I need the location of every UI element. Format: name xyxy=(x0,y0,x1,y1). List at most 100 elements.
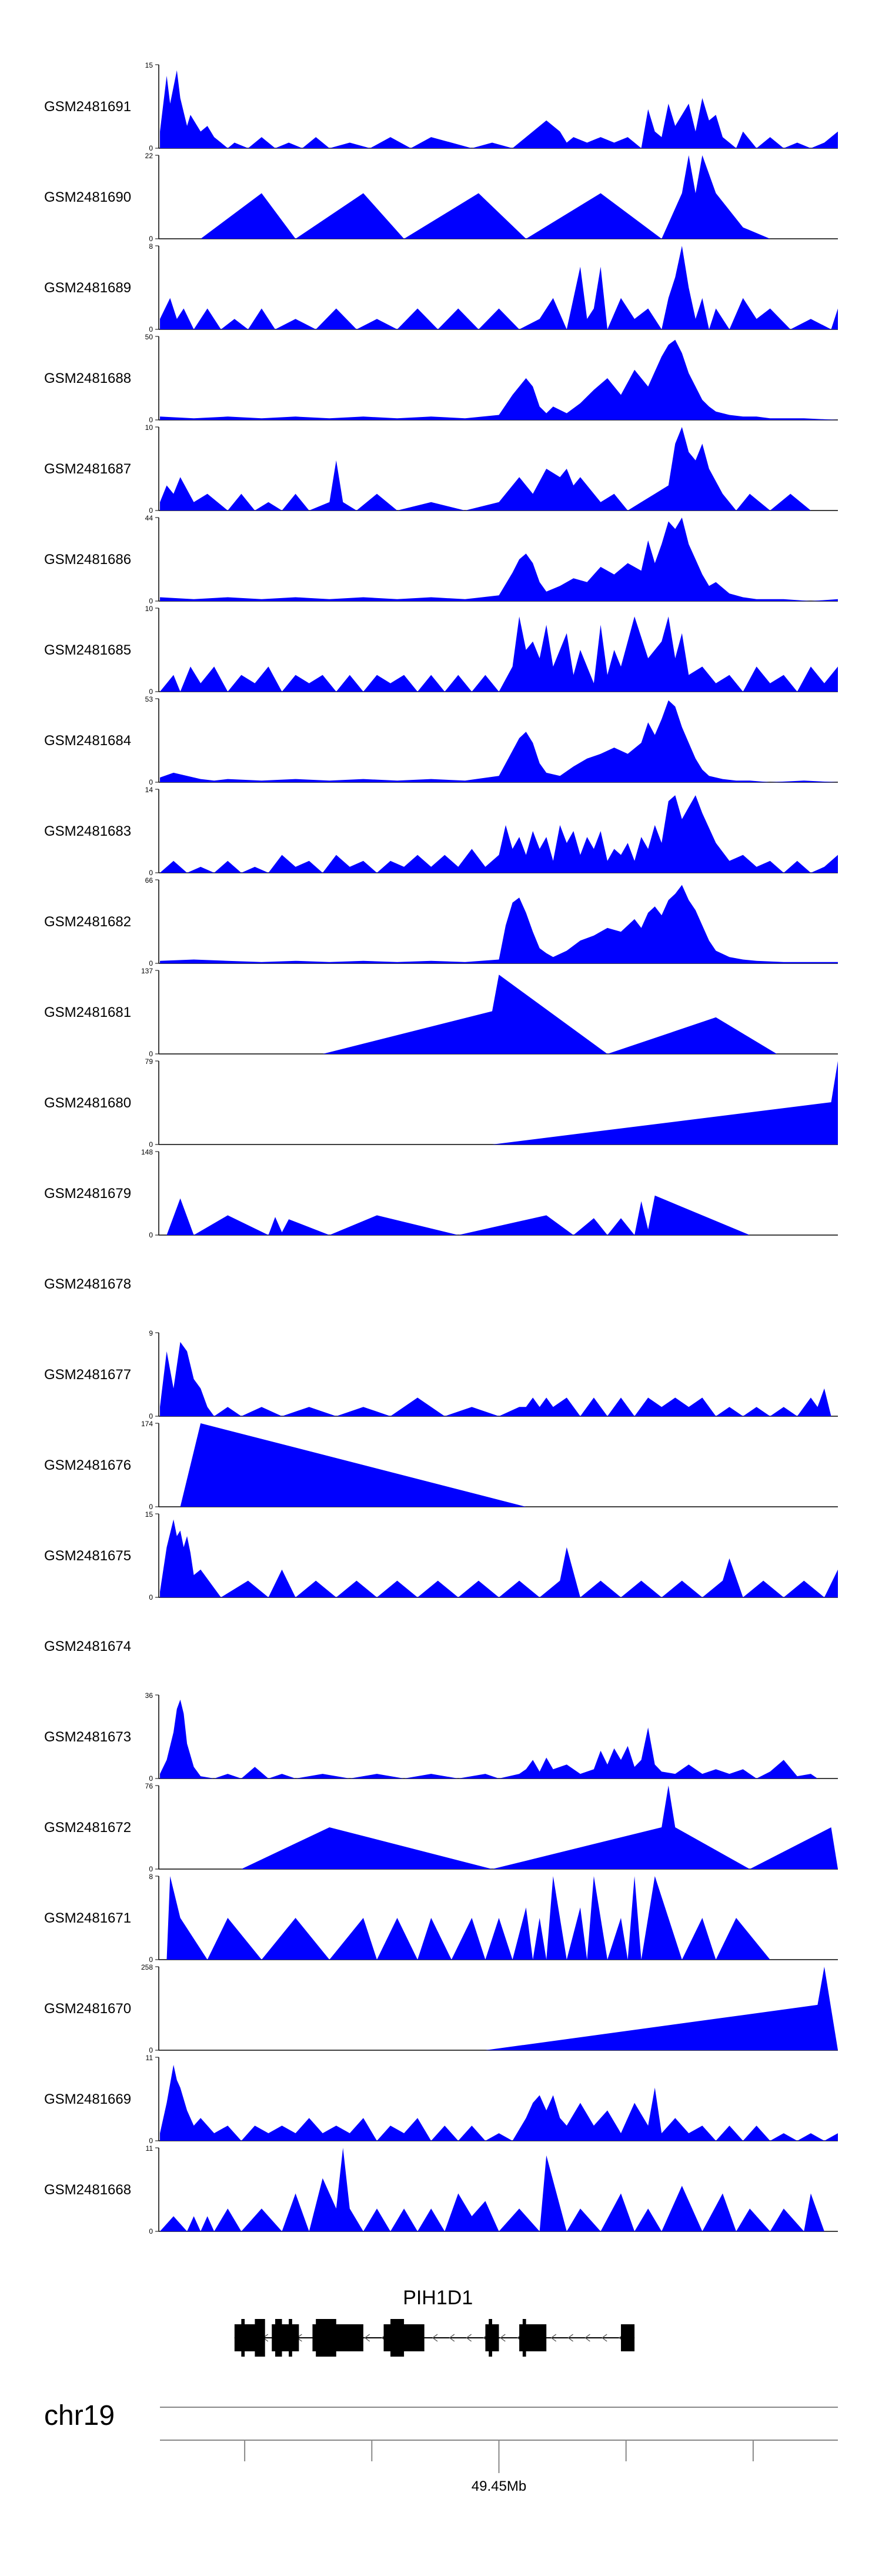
y-max-label: 22 xyxy=(145,152,153,160)
track-label: GSM2481670 xyxy=(44,2001,131,2017)
exon-block xyxy=(241,2319,245,2357)
signal-area xyxy=(160,1423,838,1507)
track-GSM2481674: GSM2481674 xyxy=(44,1639,131,1654)
y-min-label: 0 xyxy=(149,2227,153,2235)
exon-block xyxy=(621,2324,635,2351)
y-min-label: 0 xyxy=(149,1050,153,1058)
strand-arrow xyxy=(364,2334,370,2342)
exon-block xyxy=(255,2319,265,2357)
signal-area xyxy=(160,1061,838,1144)
signal-tracks: GSM2481691150GSM2481690220GSM248168980GS… xyxy=(44,61,838,2235)
track-GSM2481668: GSM2481668 11 0 xyxy=(44,2144,838,2235)
y-max-label: 11 xyxy=(146,2144,153,2153)
strand-arrow xyxy=(432,2334,438,2342)
chromosome-axis: chr19 49.45Mb xyxy=(44,2400,838,2494)
y-max-label: 137 xyxy=(141,967,153,975)
y-max-label: 53 xyxy=(145,695,153,703)
signal-area xyxy=(160,1786,838,1869)
y-min-label: 0 xyxy=(149,1231,153,1239)
y-max-label: 79 xyxy=(145,1057,153,1066)
signal-area xyxy=(160,1342,831,1416)
y-max-label: 76 xyxy=(145,1782,153,1790)
track-GSM2481672: GSM2481672 76 0 xyxy=(44,1782,838,1873)
y-max-label: 258 xyxy=(141,1963,153,1971)
track-label: GSM2481687 xyxy=(44,461,131,477)
track-GSM2481681: GSM2481681 137 0 xyxy=(44,967,838,1058)
track-GSM2481671: GSM2481671 8 0 xyxy=(44,1873,838,1964)
y-max-label: 9 xyxy=(149,1329,153,1337)
track-GSM2481682: GSM2481682 66 0 xyxy=(44,876,838,967)
track-GSM2481673: GSM2481673 36 0 xyxy=(44,1691,838,1783)
track-GSM2481675: GSM2481675 15 0 xyxy=(44,1510,838,1601)
y-min-label: 0 xyxy=(149,1140,153,1149)
track-label: GSM2481671 xyxy=(44,1910,131,1926)
track-label: GSM2481669 xyxy=(44,2091,131,2107)
y-min-label: 0 xyxy=(149,869,153,877)
track-GSM2481686: GSM2481686 44 0 xyxy=(44,514,838,605)
signal-area xyxy=(160,1699,818,1778)
track-GSM2481690: GSM2481690 22 0 xyxy=(44,152,838,243)
signal-area xyxy=(160,70,838,148)
signal-area xyxy=(160,700,838,782)
track-label: GSM2481684 xyxy=(44,733,131,749)
track-label: GSM2481674 xyxy=(44,1639,131,1654)
signal-area xyxy=(160,616,838,692)
track-label: GSM2481677 xyxy=(44,1367,131,1383)
strand-arrow xyxy=(584,2334,590,2342)
signal-area xyxy=(160,795,838,873)
y-min-label: 0 xyxy=(149,1593,153,1601)
strand-arrow xyxy=(550,2334,557,2342)
axis-tick-label: 49.45Mb xyxy=(472,2478,526,2494)
y-max-label: 8 xyxy=(149,1873,153,1881)
track-label: GSM2481688 xyxy=(44,371,131,386)
track-label: GSM2481683 xyxy=(44,823,131,839)
track-label: GSM2481672 xyxy=(44,1820,131,1836)
exon-block xyxy=(522,2319,526,2357)
y-max-label: 14 xyxy=(145,786,153,794)
track-label: GSM2481686 xyxy=(44,552,131,568)
signal-area xyxy=(160,975,838,1054)
y-min-label: 0 xyxy=(149,597,153,605)
gene-label-pih1d1: PIH1D1 xyxy=(403,2287,473,2309)
signal-area xyxy=(160,155,770,239)
y-max-label: 8 xyxy=(149,242,153,251)
y-max-label: 44 xyxy=(145,514,153,522)
y-max-label: 50 xyxy=(145,333,153,341)
y-max-label: 15 xyxy=(145,61,153,69)
strand-arrow xyxy=(449,2334,455,2342)
y-min-label: 0 xyxy=(149,688,153,696)
exon-block xyxy=(390,2319,405,2357)
track-label: GSM2481673 xyxy=(44,1729,131,1745)
strand-arrow xyxy=(500,2334,506,2342)
track-label: GSM2481680 xyxy=(44,1095,131,1111)
signal-area xyxy=(160,1195,838,1235)
strand-arrow xyxy=(466,2334,472,2342)
exon-block xyxy=(275,2319,282,2357)
y-min-label: 0 xyxy=(149,778,153,786)
y-min-label: 0 xyxy=(149,959,153,967)
track-GSM2481689: GSM2481689 8 0 xyxy=(44,242,838,333)
track-GSM2481678: GSM2481678 xyxy=(44,1276,131,1292)
y-min-label: 0 xyxy=(149,1956,153,1964)
track-GSM2481679: GSM2481679 148 0 xyxy=(44,1148,838,1239)
y-min-label: 0 xyxy=(149,1503,153,1511)
gene-track: PIH1D1 xyxy=(234,2287,635,2357)
signal-area xyxy=(160,2148,838,2231)
y-max-label: 66 xyxy=(145,876,153,885)
track-label: GSM2481678 xyxy=(44,1276,131,1292)
signal-area xyxy=(160,246,838,329)
y-max-label: 174 xyxy=(141,1420,153,1428)
track-GSM2481677: GSM2481677 9 0 xyxy=(44,1329,838,1420)
y-min-label: 0 xyxy=(149,1412,153,1420)
strand-arrow xyxy=(602,2334,607,2342)
signal-area xyxy=(160,1967,838,2050)
y-max-label: 148 xyxy=(141,1148,153,1156)
track-label: GSM2481679 xyxy=(44,1186,131,1202)
exon-block xyxy=(489,2319,492,2357)
track-label: GSM2481681 xyxy=(44,1005,131,1020)
y-min-label: 0 xyxy=(149,2137,153,2145)
signal-area xyxy=(160,1519,838,1597)
y-max-label: 36 xyxy=(145,1691,153,1700)
track-GSM2481670: GSM2481670 258 0 xyxy=(44,1963,838,2054)
